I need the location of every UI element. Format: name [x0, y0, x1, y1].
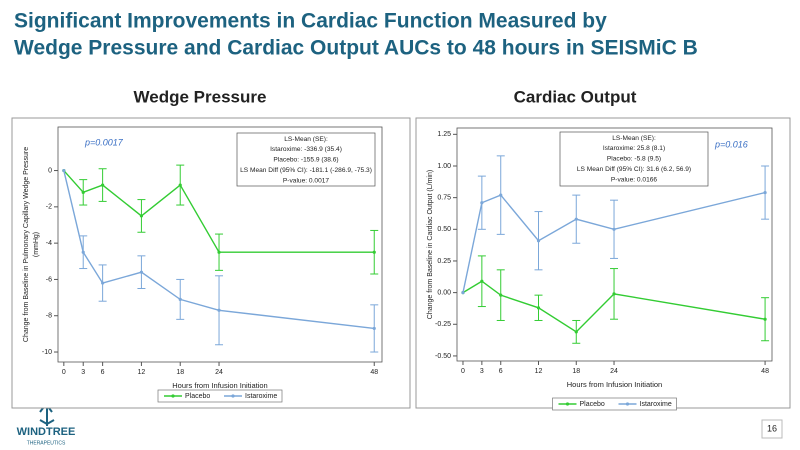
x-tick-label: 0 [461, 368, 465, 375]
y-tick-label: -4 [46, 240, 52, 247]
x-tick-label: 0 [62, 369, 66, 376]
x-tick-label: 24 [610, 368, 618, 375]
y-tick-label: -0.50 [435, 353, 451, 360]
y-axis-label: Change from Baseline in Cardiac Output (… [427, 170, 434, 319]
point [480, 201, 484, 205]
x-tick-label: 48 [761, 368, 769, 375]
point [139, 270, 144, 274]
y-tick-label: -10 [42, 349, 52, 356]
legend-marker [171, 394, 175, 398]
y-tick-label: 0.75 [437, 194, 451, 201]
stats-line: LS-Mean (SE): [284, 136, 328, 143]
point [178, 297, 182, 301]
chart-title: Wedge Pressure [134, 87, 267, 106]
y-axis-label: Change from Baseline in Pulmonary Capill… [23, 147, 30, 342]
legend-marker [231, 394, 235, 398]
point [62, 168, 66, 173]
point [101, 183, 105, 187]
point [536, 306, 541, 310]
x-tick-label: 6 [499, 368, 503, 375]
x-axis-label: Hours from Infusion Initiation [172, 381, 267, 390]
logo: WINDTREE THERAPEUTICS [17, 402, 76, 446]
slide-title: Significant Improvements in Cardiac Func… [14, 10, 607, 33]
point [101, 281, 105, 285]
x-tick-label: 18 [572, 368, 580, 375]
stats-line: Istaroxime: -336.9 (35.4) [270, 146, 342, 153]
y-tick-label: -2 [46, 204, 52, 211]
legend-label: Istaroxime [640, 401, 672, 408]
point [139, 214, 144, 218]
y-tick-label: 0.00 [437, 289, 451, 296]
legend-box [157, 389, 283, 403]
point [763, 317, 767, 321]
point [372, 250, 376, 254]
chart-title: Cardiac Output [514, 87, 637, 106]
y-tick-label: 0.50 [437, 226, 451, 233]
point [217, 308, 221, 312]
stats-line: Placebo: -155.9 (38.6) [273, 157, 338, 164]
y-tick-label: 0.25 [437, 258, 451, 265]
p-value-annotation: p=0.016 [714, 139, 748, 149]
point [536, 239, 541, 243]
point [612, 292, 616, 296]
point [178, 183, 182, 187]
stats-line: LS Mean Diff (95% CI): 31.6 (6.2, 56.9) [577, 166, 691, 173]
legend-label: Istaroxime [245, 393, 277, 400]
stats-box [559, 131, 709, 187]
point [612, 227, 616, 231]
point [372, 326, 376, 331]
p-value-annotation: p=0.0017 [84, 137, 124, 147]
x-axis-label: Hours from Infusion Initiation [567, 380, 662, 389]
point [480, 279, 484, 283]
x-tick-label: 3 [480, 368, 484, 375]
page-number: 16 [767, 423, 777, 433]
legend-label: Placebo [185, 393, 210, 400]
x-tick-label: 12 [535, 368, 543, 375]
page-number-box [761, 419, 783, 439]
y-tick-label: -8 [46, 313, 52, 320]
stats-line: LS-Mean (SE): [612, 135, 656, 142]
legend-marker [625, 402, 630, 406]
x-tick-label: 12 [138, 369, 146, 376]
y-tick-label: -0.25 [435, 321, 451, 328]
stats-line: Istaroxime: 25.8 (8.1) [603, 145, 665, 152]
y-tick-label: -6 [46, 276, 52, 283]
stats-line: LS Mean Diff (95% CI): -181.1 (-286.9, -… [240, 167, 372, 174]
point [461, 291, 465, 295]
point [499, 193, 503, 197]
stats-line: P-value: 0.0017 [283, 177, 330, 184]
stats-box [236, 132, 376, 187]
point [574, 330, 578, 334]
point [81, 190, 85, 194]
x-tick-label: 3 [81, 369, 85, 376]
y-tick-label: 1.25 [437, 131, 451, 138]
point [574, 217, 578, 221]
point [763, 190, 767, 195]
x-tick-label: 18 [176, 369, 184, 376]
x-tick-label: 24 [215, 369, 223, 376]
legend-marker [565, 402, 570, 406]
legend-label: Placebo [580, 401, 605, 408]
point [217, 250, 221, 254]
y-axis-label: (mmHg) [33, 232, 40, 257]
x-tick-label: 48 [370, 369, 378, 376]
legend-box [552, 397, 677, 411]
stats-line: P-value: 0.0166 [611, 176, 658, 183]
x-tick-label: 6 [101, 369, 105, 376]
slide-title: Wedge Pressure and Cardiac Output AUCs t… [14, 37, 698, 60]
y-tick-label: 1.00 [437, 163, 451, 170]
point [499, 293, 503, 297]
y-tick-label: 0 [48, 167, 52, 174]
logo-tagline: THERAPEUTICS [27, 440, 66, 446]
plot-frame [57, 126, 383, 363]
point [81, 250, 85, 254]
stats-line: Placebo: -5.8 (9.5) [607, 156, 661, 163]
logo-name: WINDTREE [17, 426, 76, 438]
